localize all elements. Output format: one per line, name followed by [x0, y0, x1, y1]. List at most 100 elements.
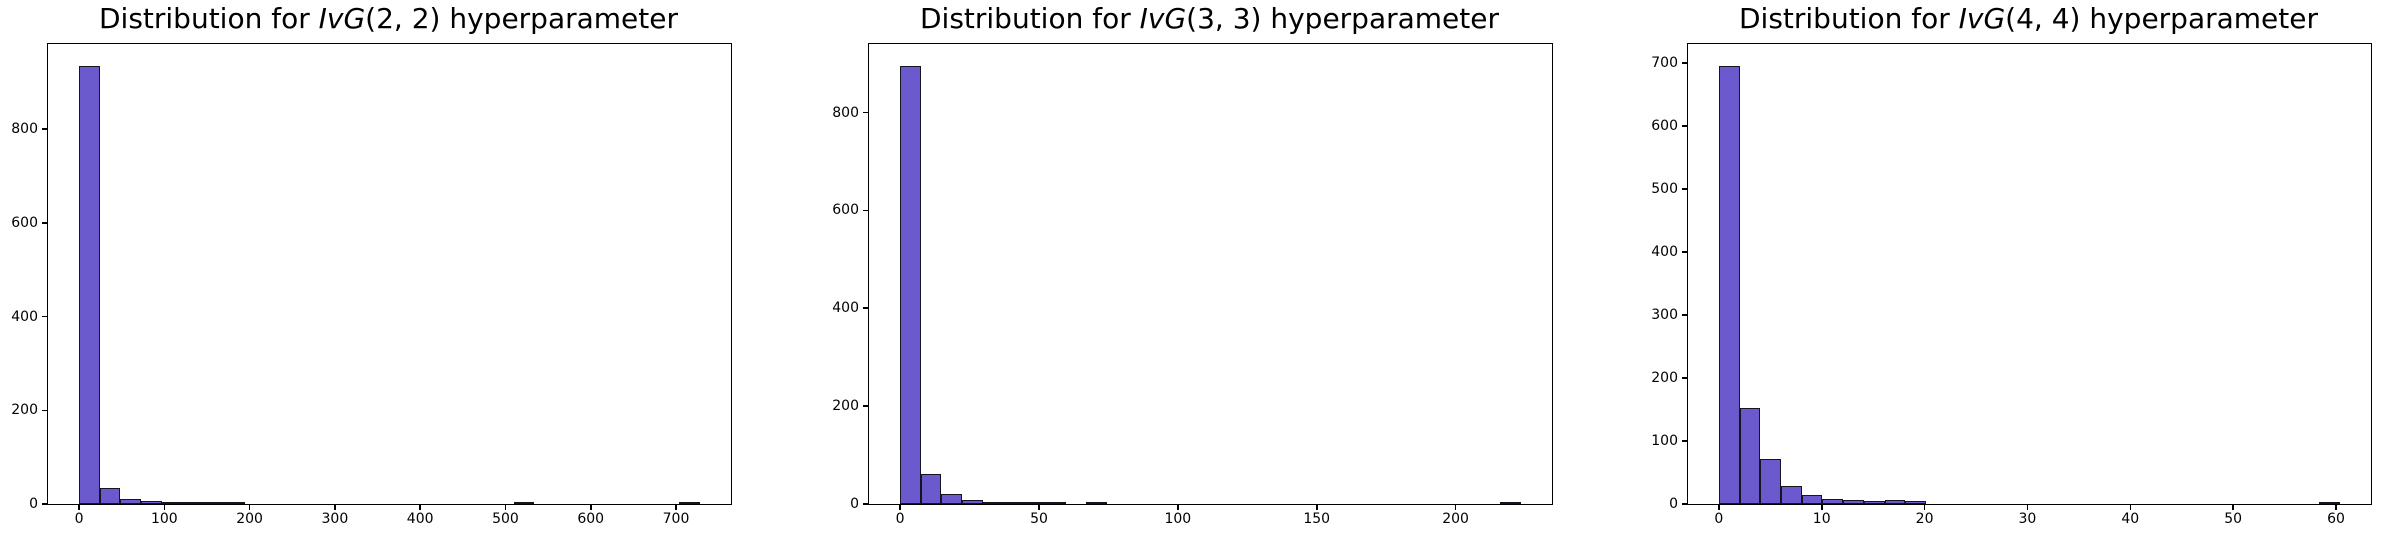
x-axis-tick: [589, 504, 592, 510]
x-axis-tick-label: 300: [321, 511, 349, 527]
chart-title: Distribution for IvG(4, 4) hyperparamete…: [1687, 1, 2370, 37]
y-axis-tick: [863, 307, 869, 310]
histogram-bar: [1044, 502, 1066, 504]
x-axis-tick: [675, 504, 677, 510]
histogram-bar: [941, 493, 963, 504]
y-axis-tick-label: 0: [1669, 496, 1678, 512]
histogram-bar: [1500, 502, 1521, 504]
histogram-bar: [1739, 408, 1761, 504]
histogram-bar: [1884, 500, 1906, 504]
x-axis-tick: [1038, 504, 1040, 510]
y-axis-tick: [1682, 188, 1688, 190]
y-axis-tick-label: 0: [850, 496, 859, 512]
y-axis-tick-label: 800: [832, 104, 859, 121]
y-axis-tick-label: 400: [11, 308, 38, 325]
plot-area: 0 100 200 300 400 500 600 700 0 200 400 600 800: [11, 43, 732, 527]
x-axis-tick: [899, 504, 901, 510]
x-axis-tick-label: 0: [74, 511, 84, 527]
chart-title: Distribution for IvG(2, 2) hyperparamete…: [47, 1, 730, 37]
histogram-bar: [1822, 498, 1844, 504]
x-axis-tick: [2026, 504, 2029, 510]
x-axis-tick: [2232, 504, 2234, 510]
histogram-bar: [79, 66, 100, 504]
histogram-bar: [120, 499, 142, 504]
title-math-segment: IvG: [1958, 2, 2006, 35]
y-axis-tick-label: 200: [832, 398, 859, 415]
y-axis-tick-label: 500: [1651, 180, 1678, 197]
y-axis-tick: [1682, 125, 1688, 127]
x-axis-tick: [1177, 504, 1179, 510]
histogram-bar: [1024, 502, 1045, 504]
x-axis-tick-label: 100: [150, 511, 178, 527]
histogram-bar: [223, 502, 245, 504]
x-axis-tick: [248, 504, 251, 510]
x-axis-tick-label: 150: [1303, 511, 1331, 527]
x-axis-tick-label: 30: [2018, 511, 2037, 527]
x-axis-tick-label: 0: [1714, 511, 1724, 527]
y-axis-tick-label: 200: [1651, 369, 1678, 386]
x-axis-tick: [504, 504, 507, 510]
title-args-segment: (2, 2): [365, 2, 441, 35]
y-axis-tick: [1682, 503, 1688, 505]
x-axis-tick-label: 0: [895, 511, 905, 527]
x-axis-tick: [78, 504, 80, 510]
y-axis-tick-label: 800: [11, 121, 38, 138]
y-axis-tick-label: 600: [832, 202, 859, 219]
x-axis-tick: [334, 504, 336, 510]
y-axis-tick: [1682, 440, 1688, 442]
y-axis-tick-label: 600: [1651, 117, 1678, 134]
x-axis-tick-label: 100: [1164, 511, 1192, 527]
x-axis-tick-label: 20: [1915, 511, 1934, 527]
y-axis-tick-label: 0: [29, 496, 38, 512]
x-axis-tick-label: 400: [406, 511, 434, 527]
x-axis-tick: [419, 504, 421, 510]
y-axis-tick-label: 400: [1651, 243, 1678, 260]
title-text-segment: Distribution for: [919, 2, 1140, 35]
x-axis-tick-label: 40: [2121, 511, 2140, 527]
x-axis-tick-label: 500: [492, 511, 519, 527]
histogram-bar: [1843, 500, 1864, 504]
histogram-bar: [1801, 494, 1823, 504]
title-args-segment: (3, 3): [1186, 2, 1262, 35]
y-axis-tick: [42, 128, 48, 131]
y-axis-tick-label: 100: [1651, 432, 1678, 449]
x-axis-tick-label: 60: [2327, 511, 2345, 527]
histogram-bar: [161, 502, 183, 504]
y-axis-tick-label: 700: [1651, 54, 1678, 71]
x-axis-tick-label: 200: [1442, 511, 1469, 527]
title-args-segment: (4, 4): [2005, 2, 2081, 35]
histogram-bar: [203, 502, 224, 504]
x-axis-tick: [1923, 504, 1926, 510]
histogram-bar: [1003, 501, 1025, 504]
histogram-bar: [99, 488, 121, 504]
title-math-segment: IvG: [1139, 2, 1187, 35]
x-axis-tick-label: 10: [1812, 511, 1831, 527]
histogram-bar: [1760, 459, 1781, 504]
histogram-bar: [1863, 500, 1885, 504]
y-axis-tick: [863, 503, 869, 505]
x-axis-tick: [2335, 504, 2337, 510]
title-text-segment: hyperparameter: [440, 2, 679, 35]
y-axis-tick: [1682, 314, 1688, 316]
y-axis-tick: [863, 405, 869, 407]
x-axis-tick: [2129, 504, 2132, 510]
chart-title: Distribution for IvG(3, 3) hyperparamete…: [868, 1, 1551, 37]
y-axis-tick: [863, 209, 869, 212]
y-axis-tick: [42, 222, 48, 224]
x-axis-tick-label: 50: [2224, 511, 2243, 527]
histogram-bar: [141, 500, 162, 504]
histogram-bar: [1780, 486, 1802, 504]
histogram-bar: [679, 502, 700, 504]
y-axis-tick-label: 300: [1651, 306, 1678, 323]
y-axis-tick: [42, 409, 48, 412]
title-text-segment: hyperparameter: [2080, 2, 2319, 35]
y-axis-tick: [42, 315, 48, 318]
histogram-bar: [1086, 502, 1108, 504]
y-axis-tick: [1682, 251, 1688, 253]
title-text-segment: Distribution for: [98, 2, 319, 35]
histogram-bar: [1718, 66, 1740, 504]
histogram-bar: [2319, 502, 2341, 504]
histogram-bar: [982, 502, 1004, 504]
histogram-bar: [900, 66, 921, 504]
